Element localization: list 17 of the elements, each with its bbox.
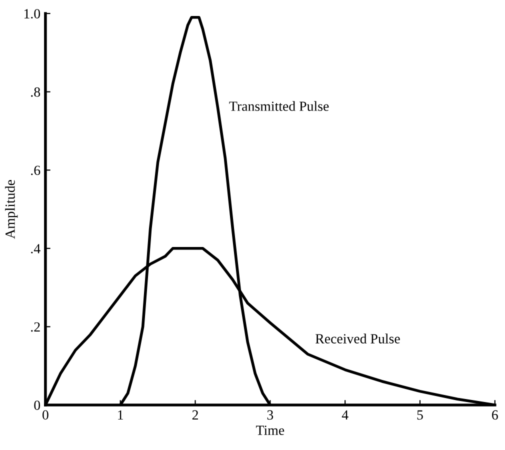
y-tick-label: .8: [31, 87, 40, 97]
series-label: Received Pulse: [316, 334, 400, 344]
x-tick-label: 5: [417, 410, 423, 420]
y-tick-label: .4: [31, 244, 40, 254]
y-tick-label: 1.0: [24, 9, 40, 19]
y-tick-label: 0: [34, 400, 40, 410]
x-tick-label: 6: [492, 410, 498, 420]
y-tick-label: .6: [31, 166, 40, 176]
x-tick-label: 4: [342, 410, 348, 420]
x-tick-label: 2: [192, 410, 198, 420]
series-label: Transmitted Pulse: [229, 101, 329, 111]
x-axis-title: Time: [256, 426, 284, 436]
y-axis-title: Amplitude: [5, 180, 18, 239]
x-tick-label: 0: [42, 410, 48, 420]
x-tick-label: 3: [267, 410, 274, 420]
x-tick-label: 1: [118, 410, 123, 420]
y-tick-label: .2: [31, 322, 40, 332]
